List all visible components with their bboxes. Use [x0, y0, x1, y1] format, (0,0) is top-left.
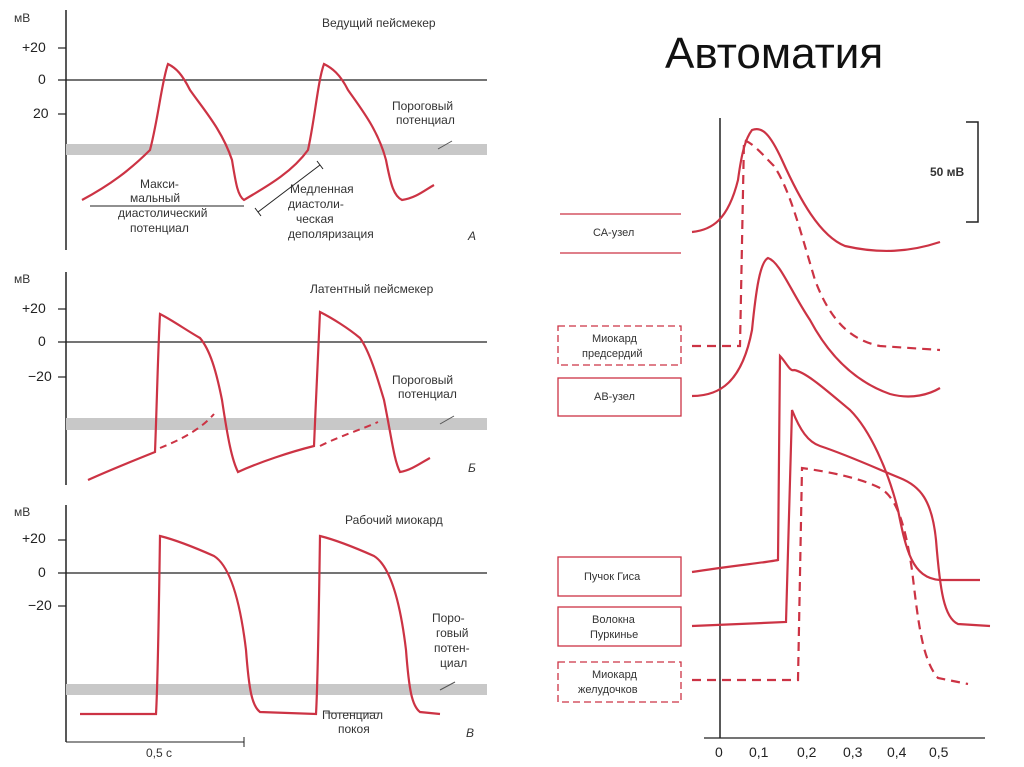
- panel-c-threshold-band: [66, 684, 487, 695]
- box-av-node: [557, 377, 682, 417]
- panel-a-action-potential-trace: [81, 62, 435, 202]
- label-purkinje-line2: Пуркинье: [590, 629, 638, 641]
- panel-a-threshold-band: [66, 144, 487, 155]
- panel-a-note-right-4: деполяризация: [288, 227, 374, 241]
- label-ventricular-line2: желудочков: [578, 684, 638, 696]
- panel-b-heading: Латентный пейсмекер: [310, 282, 434, 296]
- panel-a-note-right-3: ческая: [296, 212, 334, 226]
- label-purkinje-line1: Волокна: [592, 614, 636, 626]
- x-tick-4: 0,4: [887, 744, 907, 760]
- panel-c-threshold-line1: Поро-: [432, 611, 465, 625]
- conduction-system-figure: 50 мВ 0 0,1 0,2 0,3 0,4 0,5 СА-узел Миок…: [557, 118, 991, 760]
- panel-c-rest-line2: покоя: [338, 722, 370, 736]
- panel-a-tick-0: +20: [22, 39, 46, 55]
- box-ventricular-myocardium: [557, 661, 682, 703]
- panel-b-action-potential-trace: [87, 310, 431, 482]
- panel-a-note-left-1: Макси-: [140, 177, 179, 191]
- panel-a-letter: А: [467, 229, 476, 243]
- panel-b-tick-0: +20: [22, 300, 46, 316]
- panel-c-action-potential-trace: [80, 534, 441, 716]
- panel-c-tick-0: +20: [22, 530, 46, 546]
- panel-c-tick-2: −20: [28, 597, 52, 613]
- label-bundle-of-his: Пучок Гиса: [584, 571, 641, 583]
- panel-a-note-left-3: диастолический: [118, 206, 207, 220]
- panel-b-dashed-prepotential: [159, 413, 215, 449]
- panel-b-threshold-line1: Пороговый: [392, 373, 453, 387]
- panel-c-threshold-line2: говый: [436, 626, 469, 640]
- panel-a-end-mark: [316, 160, 324, 170]
- panel-b-letter: Б: [468, 461, 476, 475]
- time-scale-label: 0,5 с: [146, 746, 172, 760]
- panel-c-letter: В: [466, 726, 474, 740]
- x-tick-5: 0,5: [929, 744, 949, 760]
- trace-sa-node: [691, 127, 941, 253]
- panel-c-rest-line1: Потенциал: [322, 708, 383, 722]
- x-tick-0: 0: [715, 744, 723, 760]
- panel-b-unit: мВ: [14, 272, 30, 286]
- panel-b-threshold-line2: потенциал: [398, 387, 457, 401]
- box-bundle-of-his: [557, 556, 682, 597]
- panel-c: мВ +20 0 −20 Рабочий миокард Поро- говый…: [14, 505, 487, 760]
- trace-bundle-of-his: [691, 353, 980, 582]
- panel-b-tick-2: −20: [28, 368, 52, 384]
- panel-b-dashed-prepotential: [319, 421, 379, 447]
- panel-a-note-left-2: мальный: [130, 191, 180, 205]
- panel-c-threshold-line3: потен-: [434, 641, 470, 655]
- panel-a-tick-1: 0: [38, 71, 46, 87]
- panel-a-tick-2: 20: [33, 105, 49, 121]
- panel-a: мВ +20 0 20 Ведущий пейсмекер Пороговый …: [14, 10, 487, 250]
- panel-a-threshold-line1: Пороговый: [392, 99, 453, 113]
- panel-a-end-mark: [254, 207, 262, 217]
- box-purkinje-fibers: [557, 606, 682, 647]
- panel-c-threshold-line4: циал: [440, 656, 467, 670]
- panel-a-unit: мВ: [14, 11, 30, 25]
- label-sa-node: СА-узел: [593, 227, 634, 239]
- label-av-node: АВ-узел: [594, 391, 635, 403]
- panel-a-note-right-1: Медленная: [290, 182, 354, 196]
- trace-atrial-myocardium: [692, 138, 941, 352]
- box-atrial-myocardium: [557, 325, 682, 366]
- panel-a-slow-depol-line: [257, 164, 321, 213]
- panel-a-note-left-4: потенциал: [130, 221, 189, 235]
- label-atrial-line1: Миокард: [592, 333, 637, 345]
- panel-c-leader: [439, 681, 456, 691]
- panel-b-threshold-band: [66, 418, 487, 430]
- trace-av-node: [691, 256, 941, 398]
- x-tick-1: 0,1: [749, 744, 769, 760]
- label-ventricular-line1: Миокард: [592, 669, 637, 681]
- panel-c-heading: Рабочий миокард: [345, 513, 443, 527]
- panel-a-note-right-2: диастоли-: [288, 197, 344, 211]
- page-title: Автоматия: [665, 29, 883, 78]
- voltage-scale-bracket: [966, 121, 979, 223]
- trace-ventricular-myocardium: [692, 466, 969, 686]
- panel-c-tick-1: 0: [38, 564, 46, 580]
- label-atrial-line2: предсердий: [582, 348, 643, 360]
- panel-c-unit: мВ: [14, 505, 30, 519]
- panel-b-tick-1: 0: [38, 333, 46, 349]
- x-tick-3: 0,3: [843, 744, 863, 760]
- panel-b: мВ +20 0 −20 Латентный пейсмекер Порогов…: [14, 272, 487, 485]
- voltage-scale-label: 50 мВ: [930, 165, 965, 179]
- panel-b-leader: [439, 415, 455, 425]
- trace-purkinje-fibers: [691, 409, 991, 628]
- panel-a-threshold-line2: потенциал: [396, 113, 455, 127]
- x-tick-2: 0,2: [797, 744, 817, 760]
- panel-a-heading: Ведущий пейсмекер: [322, 16, 436, 30]
- panel-a-leader: [437, 140, 453, 150]
